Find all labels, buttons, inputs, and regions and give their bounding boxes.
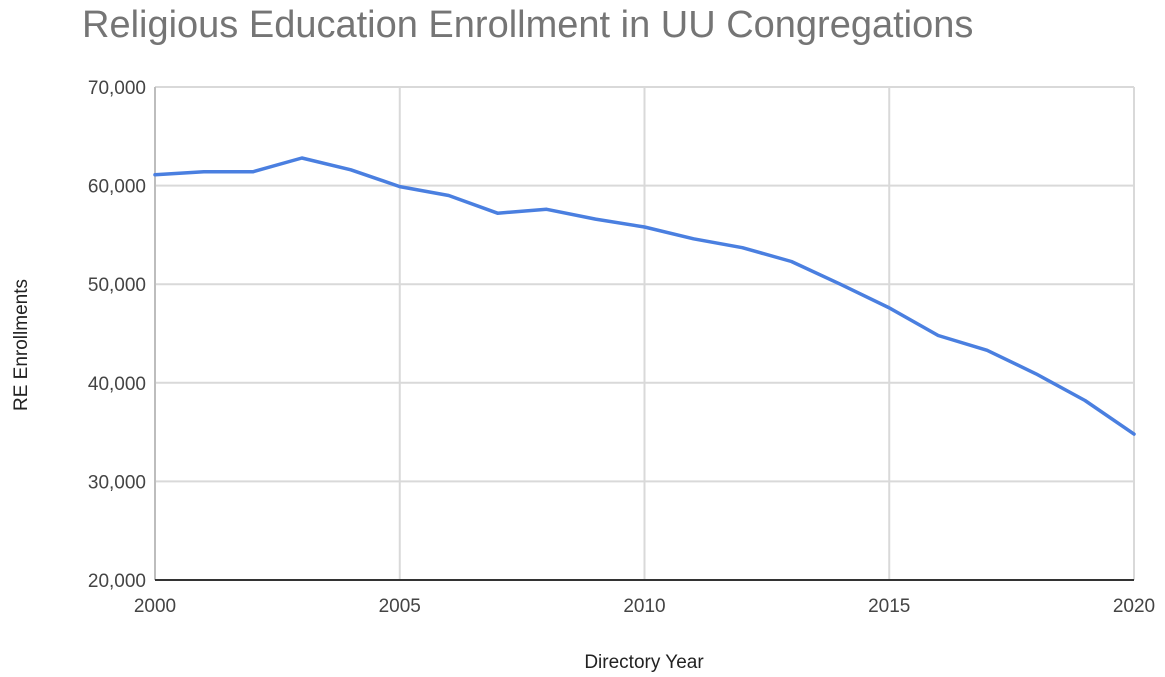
- x-tick-label: 2000: [134, 596, 176, 617]
- grid: [155, 86, 1135, 580]
- axes: [154, 87, 1134, 581]
- y-tick-label: 50,000: [88, 275, 146, 296]
- chart-title: Religious Education Enrollment in UU Con…: [82, 4, 974, 46]
- x-tick-label: 2015: [868, 596, 910, 617]
- x-tick-label: 2010: [623, 596, 665, 617]
- y-tick-label: 20,000: [88, 571, 146, 592]
- y-tick-label: 30,000: [88, 472, 146, 493]
- x-tick-label: 2005: [379, 596, 421, 617]
- series-layer: [153, 156, 1136, 436]
- x-axis-title: Directory Year: [584, 652, 704, 673]
- x-tick-label: 2020: [1113, 596, 1155, 617]
- series-line: [153, 156, 1136, 436]
- tick-labels: 20,000 30,000 40,000 50,000 60,000 70,000 2000…: [88, 78, 1155, 617]
- y-tick-label: 60,000: [88, 177, 146, 198]
- y-axis-title: RE Enrollments: [11, 279, 32, 411]
- y-tick-label: 40,000: [88, 374, 146, 395]
- y-tick-label: 70,000: [88, 78, 146, 99]
